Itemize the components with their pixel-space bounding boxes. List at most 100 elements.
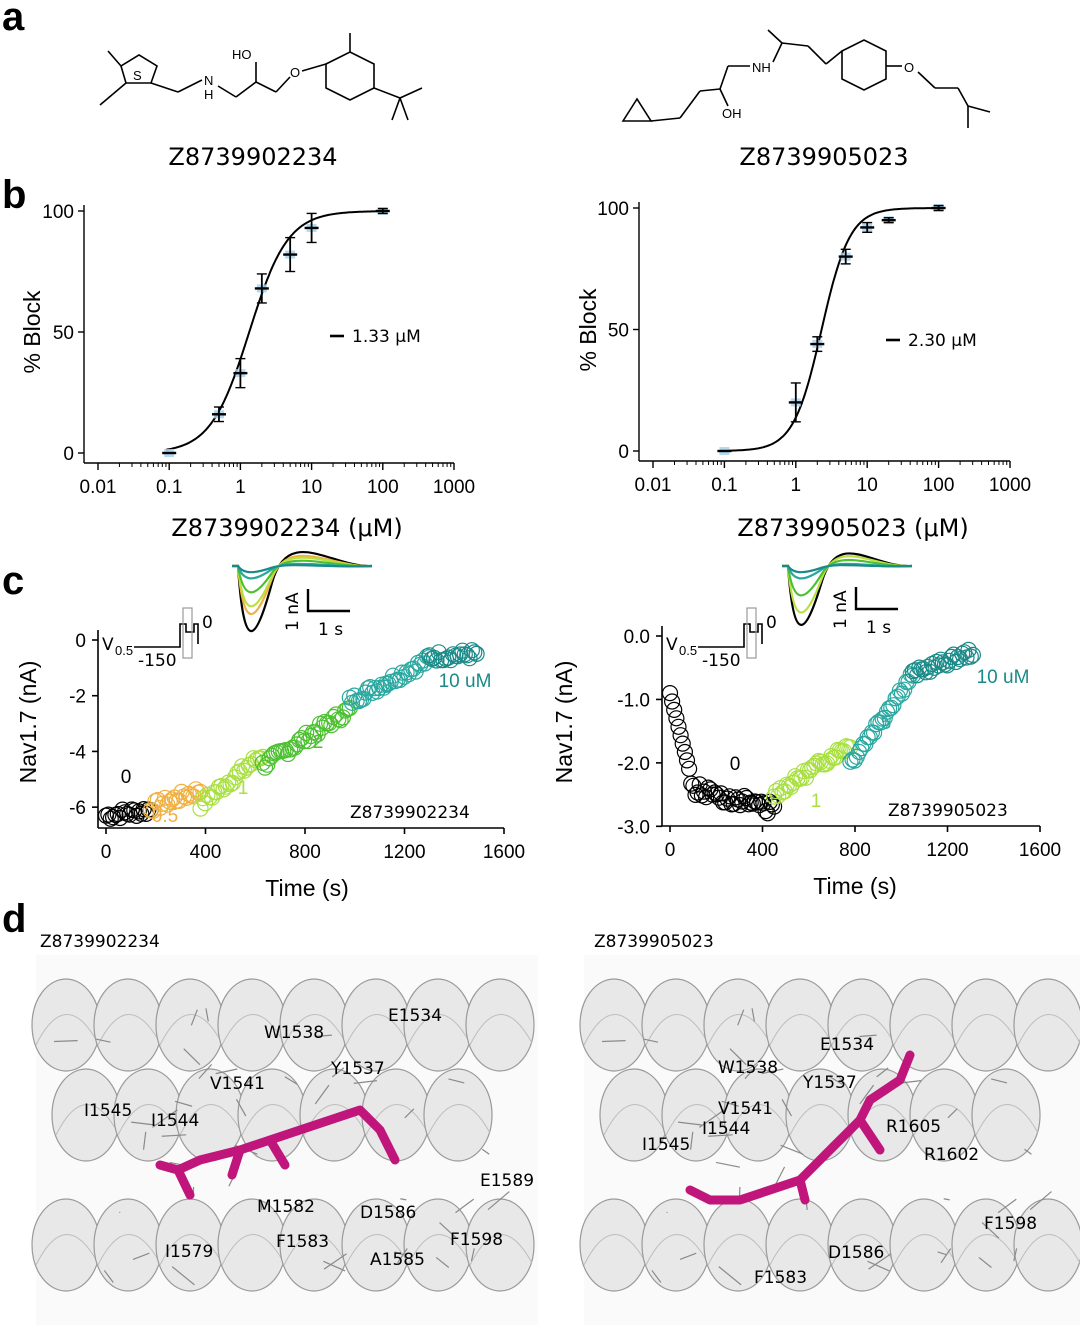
side-chain <box>235 1099 247 1117</box>
protocol-step-label: 0 <box>202 613 213 633</box>
helix-edge <box>1017 1014 1080 1046</box>
side-chain <box>1024 1148 1032 1155</box>
data-point <box>885 697 902 714</box>
y-tick-label: 100 <box>597 199 629 220</box>
chem-oh-label: OH <box>722 106 742 121</box>
helix-edge <box>159 1234 223 1266</box>
data-point <box>687 786 704 804</box>
time-course-chart-left: Nav1.7 (nA) Time (s) Z8739902234 0 -2 -4 -6… <box>15 551 525 901</box>
helix-edge <box>283 1014 347 1046</box>
side-chain <box>152 1109 178 1128</box>
x-axis-label: Z8739902234 (μM) <box>171 514 402 542</box>
residue-label: M1582 <box>257 1197 315 1217</box>
helix-turn <box>971 1068 1041 1162</box>
side-chain <box>937 1251 947 1256</box>
side-chain <box>991 1078 1008 1084</box>
helix-edge <box>893 1014 957 1046</box>
chem-nh-label: NH <box>752 60 771 75</box>
docking-title-right: Z8739905023 <box>594 932 714 952</box>
ligand-stick <box>685 1050 915 1205</box>
y-tick-label: -1.0 <box>617 690 650 711</box>
helix-edge <box>913 1104 977 1136</box>
scale-bar <box>854 587 898 611</box>
chem-h-label: H <box>204 87 213 102</box>
x-tick-label: 800 <box>289 842 321 863</box>
side-chain <box>715 1161 740 1168</box>
legend-label: 1.33 μM <box>352 327 421 347</box>
helix-turn <box>951 1198 1021 1292</box>
x-tick-label: 100 <box>923 475 955 496</box>
data-point <box>192 800 209 817</box>
y-tick-label: 0 <box>63 444 74 465</box>
docking-view-right: E1534 W1538 Y1537 V1541 I1545 I1544 R1605 R1602… <box>579 955 1080 1325</box>
helix-turn <box>889 978 959 1072</box>
x-tick-label: 0.01 <box>635 475 672 496</box>
data-point <box>960 641 977 659</box>
residue-label: D1586 <box>828 1243 884 1263</box>
data-point <box>426 649 443 666</box>
helix-edge <box>469 1234 533 1266</box>
side-chain <box>435 1256 450 1268</box>
side-chain <box>737 1009 745 1026</box>
side-chain <box>859 1034 877 1038</box>
compound-label: Z8739905023 <box>888 801 1008 821</box>
helix-edge <box>955 1234 1019 1266</box>
chem-ho-label: HO <box>232 47 252 62</box>
side-chain <box>132 1252 150 1260</box>
helix-edge <box>97 1234 161 1266</box>
helix-edge <box>1017 1234 1080 1266</box>
current-trace <box>782 555 913 614</box>
x-tick-label: 0 <box>665 840 676 861</box>
side-chain <box>174 1100 193 1107</box>
helix-edge <box>789 1104 853 1136</box>
residue-label: I1545 <box>84 1101 132 1121</box>
side-chain <box>867 1260 890 1272</box>
data-point <box>663 693 681 710</box>
y-tick-label: 50 <box>608 321 629 342</box>
data-point <box>661 684 679 702</box>
data-point <box>962 648 979 665</box>
side-chain <box>95 1038 111 1043</box>
helix-edge <box>345 1014 409 1046</box>
side-chain <box>781 1099 792 1117</box>
helix-turn <box>641 1198 711 1292</box>
side-chain <box>183 1048 201 1066</box>
data-point <box>964 646 982 664</box>
data-point <box>302 727 319 745</box>
residue-label: A1585 <box>370 1250 425 1270</box>
legend-label: 2.30 μM <box>908 331 977 351</box>
side-chain <box>205 1008 209 1022</box>
chem-o-right-label: O <box>904 60 914 75</box>
x-tick-label: 0 <box>101 842 112 863</box>
helix-edge <box>645 1234 709 1266</box>
data-point <box>449 648 466 665</box>
y-axis-label: % Block <box>575 288 601 372</box>
helix-edge <box>241 1104 305 1136</box>
scale-current-label: 1 nA <box>283 592 303 631</box>
helix-turn <box>31 978 101 1072</box>
helix-turn <box>31 1198 101 1292</box>
data-point <box>738 789 755 807</box>
helix-turn <box>579 1198 649 1292</box>
x-tick-label: 1 <box>235 477 246 498</box>
x-tick-label: 1 <box>791 475 802 496</box>
side-chain <box>198 1064 213 1080</box>
helix-edge <box>427 1104 491 1136</box>
helix-turn <box>641 978 711 1072</box>
x-tick-label: 800 <box>839 840 871 861</box>
helix-edge <box>769 1014 833 1046</box>
helix-turn <box>361 1068 431 1162</box>
x-tick-label: 400 <box>190 842 222 863</box>
side-chain <box>643 1038 659 1043</box>
side-chain <box>260 1201 263 1211</box>
data-point <box>934 654 952 671</box>
y-tick-label: 50 <box>53 323 74 344</box>
protocol-v-sub: 0.5 <box>679 643 697 658</box>
y-tick-label: 0.0 <box>624 627 650 648</box>
y-tick-label: 0 <box>618 442 629 463</box>
dose-response-chart-right: % Block Z8739905023 (μM) 2.30 μM 0501000… <box>575 199 1031 542</box>
current-trace <box>782 552 913 626</box>
data-point <box>152 799 169 816</box>
residue-label: Y1537 <box>330 1059 385 1079</box>
data-point <box>670 718 687 735</box>
